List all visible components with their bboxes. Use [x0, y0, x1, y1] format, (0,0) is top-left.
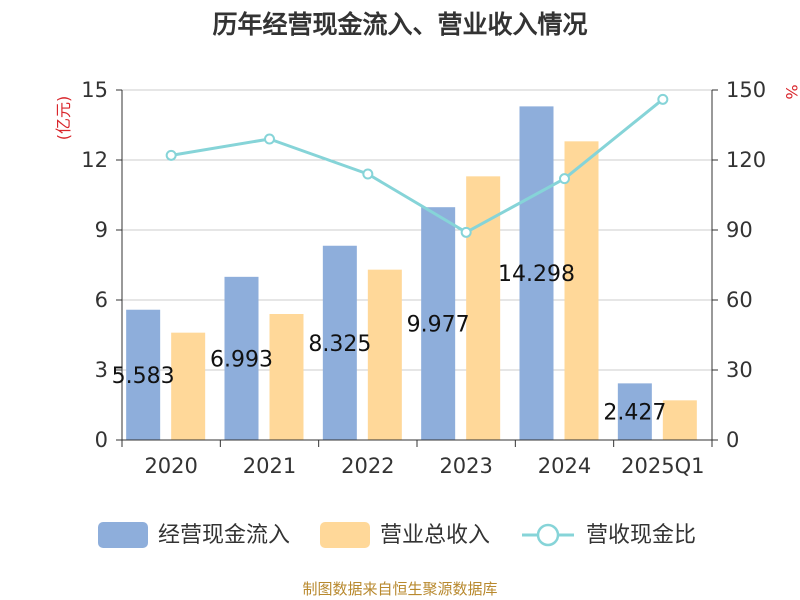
bar-cash-inflow [224, 276, 259, 440]
left-tick-label: 12 [81, 148, 108, 172]
x-tick-label: 2023 [439, 454, 492, 478]
right-tick-label: 150 [726, 78, 766, 102]
left-tick-label: 0 [95, 428, 108, 452]
ratio-point [165, 149, 177, 161]
legend-swatch-cash-inflow [98, 522, 148, 548]
bar-revenue [662, 400, 697, 440]
ratio-point [362, 168, 374, 180]
ratio-line [165, 93, 669, 238]
left-tick-label: 6 [95, 288, 108, 312]
data-label-cash-inflow: 6.993 [210, 347, 273, 372]
bar-revenue [466, 176, 501, 441]
axes [116, 89, 718, 447]
ratio-point [559, 173, 570, 185]
bar-cash-inflow [519, 106, 554, 440]
legend: 经营现金流入 营业总收入 营收现金比 [98, 522, 696, 548]
ratio-line-path [170, 98, 664, 234]
bar-revenue [171, 332, 206, 440]
chart-title: 历年经营现金流入、营业收入情况 [212, 10, 587, 39]
bar-cash-inflow [322, 245, 357, 440]
right-tick-label: 30 [726, 358, 753, 382]
left-axis-unit: (亿元) [54, 96, 73, 141]
data-label-cash-inflow: 9.977 [407, 313, 470, 338]
data-label-cash-inflow: 2.427 [603, 401, 666, 426]
source-note: 制图数据来自恒生聚源数据库 [302, 580, 497, 598]
ratio-point [264, 133, 275, 145]
bar-cash-inflow [126, 309, 161, 440]
data-label-cash-inflow: 14.298 [498, 262, 575, 287]
legend-label-cash-inflow: 经营现金流入 [158, 523, 290, 548]
legend-label-ratio: 营收现金比 [586, 523, 696, 548]
right-tick-label: 90 [726, 218, 753, 242]
data-labels: 5.583 6.993 8.325 9.977 14.298 2.427 [112, 262, 667, 425]
x-tick-label: 2020 [144, 454, 197, 478]
legend-marker-ratio [536, 523, 560, 547]
bar-revenue [564, 141, 599, 441]
x-tick-label: 2022 [341, 454, 394, 478]
bars [126, 106, 697, 441]
x-tick-label: 2024 [538, 454, 591, 478]
x-tick-label: 2021 [243, 454, 296, 478]
right-tick-label: 60 [726, 288, 753, 312]
bar-revenue [367, 269, 402, 440]
left-tick-label: 3 [95, 358, 108, 382]
bar-cash-inflow [617, 383, 652, 440]
ratio-point [657, 93, 669, 105]
ratio-point [460, 226, 472, 238]
left-tick-label: 15 [81, 78, 108, 102]
legend-swatch-revenue [320, 522, 370, 548]
x-tick-label: 2025Q1 [621, 454, 704, 478]
legend-label-revenue: 营业总收入 [380, 523, 490, 548]
right-tick-label: 0 [726, 428, 739, 452]
right-axis-unit: % [782, 84, 800, 99]
right-tick-label: 120 [726, 148, 766, 172]
data-label-cash-inflow: 5.583 [112, 364, 175, 389]
left-tick-label: 9 [95, 218, 108, 242]
bar-cash-inflow [421, 207, 456, 440]
data-label-cash-inflow: 8.325 [308, 332, 371, 357]
bar-revenue [269, 314, 304, 440]
